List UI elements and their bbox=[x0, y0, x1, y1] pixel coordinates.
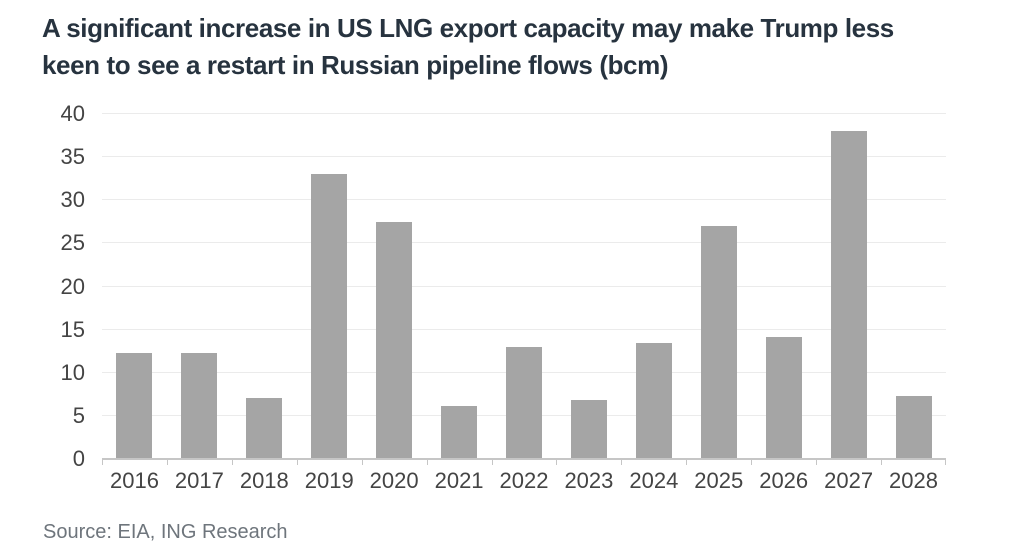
x-axis-tick-11 bbox=[816, 460, 818, 465]
x-axis-tick-6 bbox=[491, 460, 493, 465]
x-axis-tick-3 bbox=[296, 460, 298, 465]
x-tick-label-2020: 2020 bbox=[369, 468, 419, 493]
bar-2027 bbox=[830, 131, 867, 459]
x-axis-tick-13 bbox=[945, 460, 946, 465]
y-tick-label-10: 10 bbox=[60, 359, 85, 385]
x-tick-label-2028: 2028 bbox=[889, 468, 938, 493]
y-axis-labels: 0 5 10 15 20 25 30 35 40 bbox=[0, 103, 85, 470]
x-axis-labels: 2016 2017 2018 2019 2020 2021 2022 2023 2024 2025… bbox=[102, 468, 946, 497]
y-tick-label-40: 40 bbox=[60, 101, 85, 126]
chart-title: A significant increase in US LNG export … bbox=[42, 10, 894, 84]
bar-2019 bbox=[311, 174, 348, 459]
gridline-25 bbox=[102, 242, 946, 244]
y-tick-label-15: 15 bbox=[60, 316, 85, 342]
x-axis-tick-2 bbox=[231, 460, 233, 465]
bar-2026 bbox=[765, 336, 802, 459]
x-tick-label-2017: 2017 bbox=[174, 468, 224, 493]
x-tick-label-2019: 2019 bbox=[304, 468, 354, 493]
x-tick-label-2018: 2018 bbox=[239, 468, 289, 493]
plot-area bbox=[102, 113, 946, 465]
x-axis-tick-10 bbox=[751, 460, 753, 465]
gridline-30 bbox=[102, 199, 946, 201]
bar-2028 bbox=[895, 396, 932, 459]
gridline-15 bbox=[102, 328, 946, 330]
chart-title-line-1: A significant increase in US LNG export … bbox=[42, 13, 894, 43]
x-tick-label-2027: 2027 bbox=[824, 468, 874, 493]
x-tick-label-2016: 2016 bbox=[109, 468, 159, 493]
y-tick-label-0: 0 bbox=[72, 446, 85, 471]
gridline-40 bbox=[102, 113, 946, 114]
bar-2023 bbox=[570, 400, 607, 459]
y-tick-label-20: 20 bbox=[60, 273, 85, 299]
x-axis-tick-8 bbox=[621, 460, 623, 465]
x-tick-label-2021: 2021 bbox=[434, 468, 484, 493]
y-tick-label-25: 25 bbox=[60, 230, 85, 256]
y-tick-label-35: 35 bbox=[60, 144, 85, 170]
bar-2021 bbox=[441, 405, 478, 459]
gridline-35 bbox=[102, 156, 946, 158]
x-tick-label-2026: 2026 bbox=[759, 468, 809, 493]
bar-2025 bbox=[700, 226, 737, 459]
bar-2022 bbox=[506, 346, 542, 459]
source-note: Source: EIA, ING Research bbox=[43, 521, 288, 543]
bar-2018 bbox=[246, 397, 283, 459]
y-tick-label-30: 30 bbox=[60, 187, 85, 213]
x-tick-label-2022: 2022 bbox=[499, 468, 549, 493]
x-axis-tick-7 bbox=[556, 460, 558, 465]
gridline-20 bbox=[102, 285, 946, 287]
x-axis-tick-12 bbox=[881, 460, 883, 465]
bar-2024 bbox=[635, 342, 672, 459]
y-tick-label-5: 5 bbox=[72, 402, 85, 428]
x-tick-label-2023: 2023 bbox=[564, 468, 614, 493]
bar-2020 bbox=[376, 221, 413, 459]
x-tick-label-2024: 2024 bbox=[629, 468, 679, 493]
bar-2017 bbox=[181, 352, 218, 459]
chart-title-line-2: keen to see a restart in Russian pipelin… bbox=[42, 49, 669, 80]
x-axis-tick-5 bbox=[426, 460, 428, 465]
x-axis-tick-1 bbox=[166, 460, 168, 465]
x-axis-tick-4 bbox=[361, 460, 363, 465]
bar-2016 bbox=[116, 352, 153, 459]
x-tick-label-2025: 2025 bbox=[694, 468, 744, 493]
x-axis-tick-0 bbox=[102, 460, 103, 465]
x-axis-line bbox=[102, 458, 946, 460]
x-axis-tick-9 bbox=[686, 460, 688, 465]
